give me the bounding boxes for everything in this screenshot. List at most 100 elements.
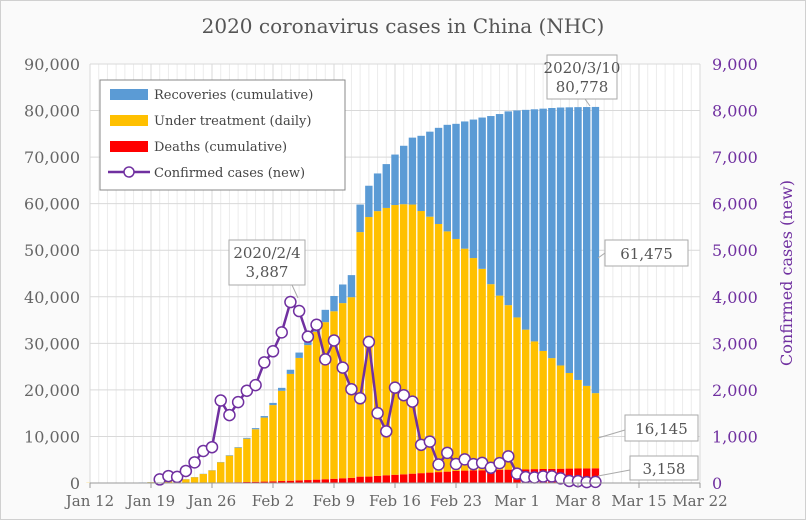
bar-recoveries xyxy=(234,447,242,448)
bar-recoveries xyxy=(574,107,582,380)
callout-text: 3,887 xyxy=(246,263,289,281)
bar-under-treatment xyxy=(443,231,451,472)
bar-recoveries xyxy=(339,284,347,304)
confirmed-point xyxy=(284,295,297,309)
bar-deaths xyxy=(295,480,303,483)
y2-tick-label: 2,000 xyxy=(712,381,758,400)
confirmed-point xyxy=(292,304,306,318)
y2-axis-title: Confirmed cases (new) xyxy=(777,180,796,366)
bar-deaths xyxy=(356,476,364,483)
legend-swatch-under-treatment xyxy=(110,115,148,126)
x-tick-label: Mar 1 xyxy=(494,492,540,510)
y2-tick-label: 3,000 xyxy=(712,334,758,353)
bar-under-treatment xyxy=(199,474,207,483)
bar-under-treatment xyxy=(251,429,260,482)
bar-recoveries xyxy=(478,117,486,269)
bar-under-treatment xyxy=(217,462,225,483)
bar-under-treatment xyxy=(269,405,277,482)
confirmed-point xyxy=(258,356,271,369)
callout-text: 3,158 xyxy=(643,460,686,478)
bar-recoveries xyxy=(356,204,364,233)
bar-under-treatment xyxy=(225,455,234,483)
confirmed-point xyxy=(353,392,367,405)
bar-recoveries xyxy=(295,352,303,358)
bar-under-treatment xyxy=(321,322,329,480)
bar-under-treatment xyxy=(548,358,556,469)
confirmed-point xyxy=(336,361,349,374)
bar-recoveries xyxy=(286,369,295,374)
bar-under-treatment xyxy=(583,385,591,469)
bar-recoveries xyxy=(373,173,382,212)
bar-deaths xyxy=(382,475,390,483)
bar-recoveries xyxy=(260,416,268,418)
callout-pointer xyxy=(597,429,626,439)
bar-recoveries xyxy=(269,402,277,406)
y-tick-label: 20,000 xyxy=(24,381,80,400)
bar-under-treatment xyxy=(513,317,521,470)
bar-recoveries xyxy=(591,106,600,394)
confirmed-point xyxy=(249,378,262,392)
bar-deaths xyxy=(373,475,382,483)
bar-under-treatment xyxy=(190,477,199,483)
legend-label: Deaths (cumulative) xyxy=(154,140,287,155)
bar-under-treatment xyxy=(382,207,390,476)
callout-pointer xyxy=(291,284,299,299)
bar-under-treatment xyxy=(182,479,190,483)
callout-box xyxy=(228,239,306,286)
bar-deaths xyxy=(452,470,460,483)
bar-under-treatment xyxy=(260,417,268,482)
callout-pointer xyxy=(597,252,606,259)
callout-text: 80,778 xyxy=(556,78,609,96)
y-tick-label: 90,000 xyxy=(24,55,80,74)
bar-recoveries xyxy=(400,145,408,205)
bar-under-treatment xyxy=(304,345,312,481)
bar-recoveries xyxy=(321,309,329,323)
confirmed-point xyxy=(240,384,254,397)
bar-under-treatment xyxy=(408,204,417,474)
bar-deaths xyxy=(478,470,486,483)
bar-recoveries xyxy=(278,387,286,391)
bar-recoveries xyxy=(539,108,547,351)
bar-deaths xyxy=(461,470,469,483)
bar-under-treatment xyxy=(565,372,573,469)
confirmed-point xyxy=(441,446,454,460)
bar-recoveries xyxy=(556,107,565,366)
y-tick-label: 80,000 xyxy=(24,102,80,121)
bar-under-treatment xyxy=(574,379,582,469)
y-tick-label: 70,000 xyxy=(24,148,80,167)
callout-text: 61,475 xyxy=(620,245,673,263)
bar-deaths xyxy=(487,470,495,483)
bar-deaths xyxy=(504,469,512,483)
bar-recoveries xyxy=(548,107,556,359)
bar-recoveries xyxy=(426,131,434,217)
bar-recoveries xyxy=(530,109,539,342)
confirmed-point xyxy=(589,475,602,489)
bar-deaths xyxy=(426,472,434,483)
confirmed-point xyxy=(397,388,410,402)
bar-deaths xyxy=(583,468,591,483)
y-tick-label: 30,000 xyxy=(24,334,80,353)
y2-tick-label: 7,000 xyxy=(712,148,758,167)
callout-box xyxy=(629,455,699,481)
confirmed-point xyxy=(406,395,419,408)
bar-deaths xyxy=(417,473,425,483)
confirmed-point xyxy=(275,326,288,339)
y2-tick-label: 5,000 xyxy=(712,241,758,260)
y2-tick-label: 1,000 xyxy=(712,427,758,446)
bar-deaths xyxy=(251,481,260,483)
x-tick-label: Feb 9 xyxy=(313,492,355,510)
bar-under-treatment xyxy=(339,303,347,479)
bar-recoveries xyxy=(365,185,373,218)
callout-box xyxy=(624,414,699,442)
callout-text: 16,145 xyxy=(635,420,688,438)
confirmed-point xyxy=(188,456,201,469)
bar-under-treatment xyxy=(434,224,443,473)
y2-tick-label: 9,000 xyxy=(712,55,758,74)
y2-tick-label: 0 xyxy=(712,474,722,493)
y-tick-label: 50,000 xyxy=(24,241,80,260)
confirmed-point xyxy=(423,435,437,448)
callout-box xyxy=(604,239,689,267)
legend: Recoveries (cumulative) Under treatment … xyxy=(99,79,346,191)
bar-under-treatment xyxy=(312,331,321,480)
bar-under-treatment xyxy=(487,284,495,471)
